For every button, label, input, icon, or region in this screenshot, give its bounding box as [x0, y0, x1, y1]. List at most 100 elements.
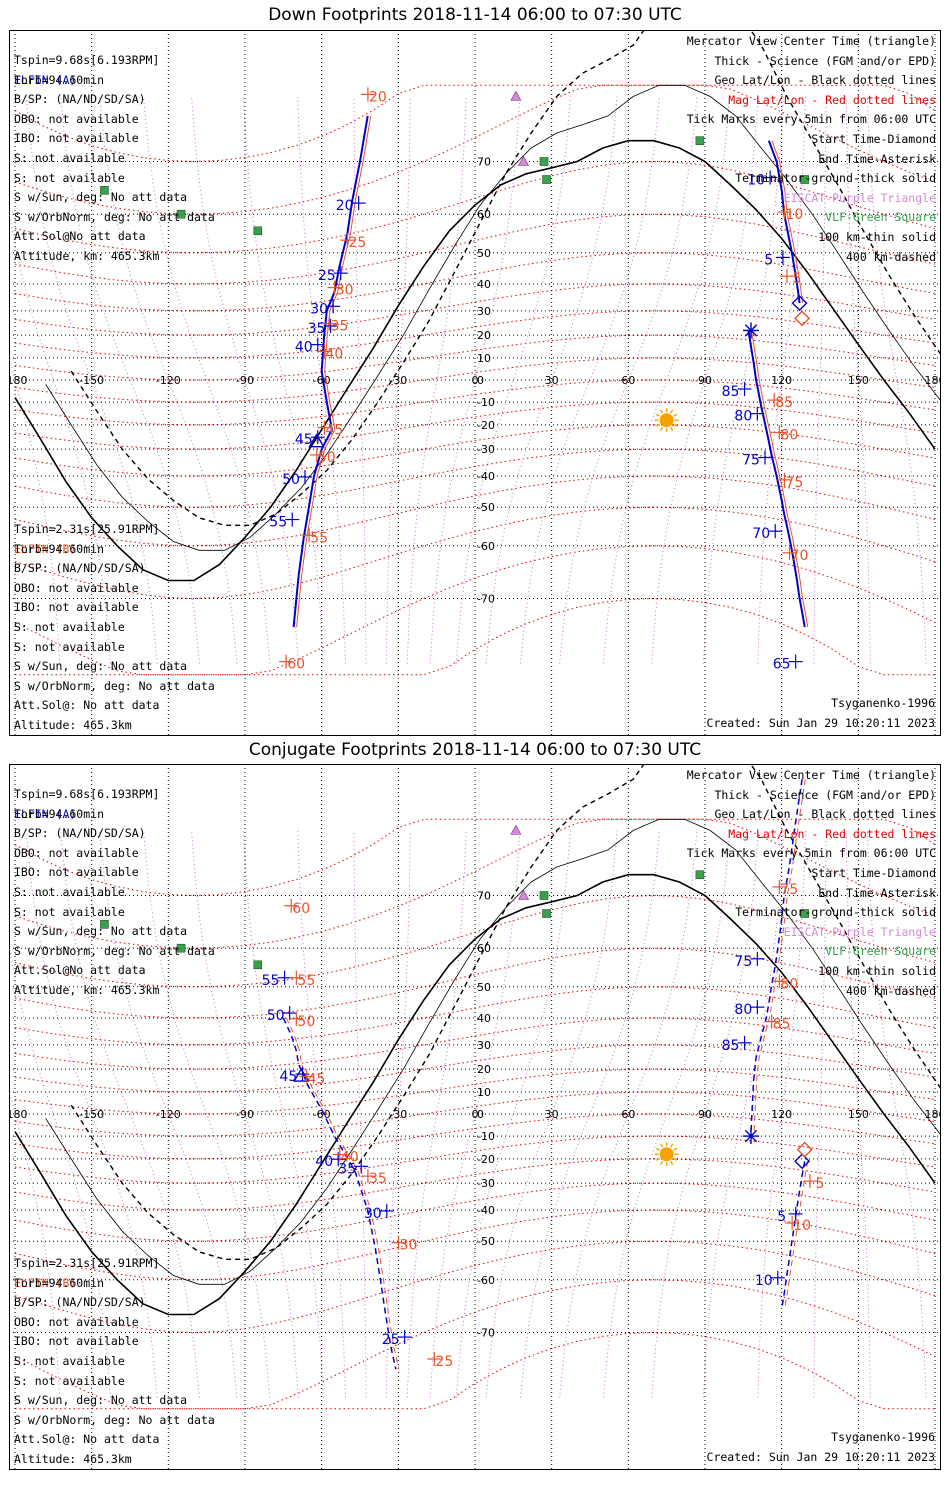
eiscat-station-triangle — [518, 889, 530, 900]
mag-lon-line — [651, 830, 759, 1398]
legend-entry: 400 km-dashed — [845, 983, 936, 998]
tick-label: 25 — [318, 268, 336, 284]
lon-tick-label: 120 — [771, 374, 792, 387]
tick-label: 35 — [369, 1171, 387, 1187]
terminator-100km — [45, 84, 941, 551]
elfin-b-details: Tspin=2.31s[25.91RPM] Torb=94.60min B/SP: … — [14, 1254, 215, 1470]
mag-lon-line — [242, 96, 324, 664]
lat-tick-label: -20 — [477, 419, 495, 432]
legend-entry: Start Time-Diamond — [811, 865, 936, 880]
elfin-b-name: ELFIN (B) — [14, 1276, 77, 1291]
tick-label: 25 — [382, 1332, 400, 1348]
lon-tick-label: -180 — [9, 374, 27, 387]
mag-lat-line — [14, 1113, 936, 1160]
info-line: Torb=94.60min — [14, 806, 105, 821]
tick-label: 40 — [341, 1150, 359, 1166]
info-line: S w/Sun, deg: No att data — [14, 1393, 188, 1408]
tick-label: 70 — [791, 548, 809, 564]
tick-label: 55 — [269, 515, 287, 531]
info-line: OBO: not available — [14, 111, 139, 126]
tick-label: 75 — [742, 453, 760, 469]
legend-entry: EISCAT-Purple Triangle — [783, 190, 936, 205]
orbit-track — [282, 1017, 397, 1370]
lon-tick-label: -120 — [156, 1108, 181, 1121]
tick-label: 35 — [338, 1161, 356, 1177]
info-line: Att.Sol@No att data — [14, 229, 146, 244]
mag-lon-line — [353, 830, 367, 1398]
tick-label: 50 — [297, 1014, 315, 1030]
sun-ray — [655, 413, 661, 417]
lon-tick-label: 30 — [545, 1108, 559, 1121]
info-line: S w/Sun, deg: No att data — [14, 190, 188, 205]
tick-label: 5 — [777, 1209, 786, 1225]
legend-entry: Mercator View Center Time (triangle) — [686, 768, 936, 782]
model-label: Tsyganenko-1996 — [831, 1430, 935, 1444]
tick-label: 30 — [400, 1238, 418, 1254]
mag-lon-line — [702, 830, 784, 1398]
map-canvas: 706050403020100-10-20-30-40-50-60-70-180… — [9, 764, 941, 1470]
tick-label: 45 — [326, 423, 344, 439]
info-line: Altitude: 465.3km — [14, 1451, 132, 1466]
orbit-track-b — [771, 140, 804, 304]
tick-label: 5 — [816, 1176, 825, 1192]
tick-label: 75 — [786, 475, 804, 491]
lat-tick-label: 20 — [477, 1063, 491, 1076]
info-line: IBO: not available — [14, 1334, 139, 1349]
vlf-station-square — [800, 175, 809, 184]
start-time-diamond — [796, 1141, 813, 1158]
legend-entry: VLF-Green Square — [825, 944, 936, 959]
vlf-station-square — [100, 920, 109, 929]
lat-tick-label: -50 — [477, 501, 495, 514]
legend-entry: Mercator View Center Time (triangle) — [686, 34, 936, 48]
mag-lat-line — [14, 310, 936, 359]
lat-tick-label: -30 — [477, 443, 495, 456]
created-label: Created: Sun Jan 29 10:20:11 2023 — [706, 1450, 935, 1464]
elfin-a-details: Tspin=9.68s[6.193RPM] Torb=94.60min B/SP: … — [14, 51, 215, 267]
info-line: Altitude, km: 465.3km — [14, 982, 160, 997]
mag-lon-line — [191, 96, 299, 664]
tick-label: 65 — [773, 657, 791, 673]
lat-tick-label: -10 — [477, 1130, 495, 1143]
sun-icon — [659, 413, 674, 428]
sun-ray — [670, 1143, 674, 1148]
sun-ray — [673, 423, 678, 427]
lat-tick-label: -40 — [477, 470, 495, 483]
info-line: OBO: not available — [14, 1314, 139, 1329]
legend-entry: End Time-Asterisk — [818, 151, 936, 166]
orbit-track-b — [296, 115, 372, 628]
info-line: Tspin=9.68s[6.193RPM] — [14, 53, 160, 67]
orbit-track-b — [751, 330, 809, 628]
sun-ray — [655, 423, 661, 427]
mag-lon-line — [142, 96, 271, 664]
lat-tick-label: 50 — [477, 981, 491, 994]
legend-entry: Geo Lat/Lon - Black dotted lines — [714, 73, 936, 88]
tick-label: 5 — [793, 271, 802, 287]
tick-label: 55 — [297, 973, 315, 989]
sun-ray — [673, 1157, 678, 1161]
info-line: IBO: not available — [14, 131, 139, 146]
info-line: S: not available — [14, 1353, 125, 1368]
eiscat-station-triangle — [510, 90, 522, 101]
info-line: Att.Sol@: No att data — [14, 1432, 160, 1447]
tick-label: 10 — [755, 1273, 773, 1289]
lat-tick-label: 30 — [477, 1039, 491, 1052]
elfin-a-name: ELFIN (A) — [14, 73, 77, 88]
orbit-track — [747, 330, 806, 628]
sun-ray — [655, 1147, 661, 1151]
center-time-triangle — [308, 433, 325, 448]
info-line: Tspin=2.31s[25.91RPM] — [14, 522, 160, 536]
lon-tick-label: -180 — [9, 1108, 27, 1121]
mag-lon-line — [25, 830, 158, 1398]
mag-lat-line — [14, 1240, 936, 1334]
mag-lon-line — [142, 830, 271, 1398]
mag-lat-line — [14, 84, 936, 163]
mag-lon-line — [602, 96, 731, 664]
lon-tick-label: 180 — [925, 1108, 942, 1121]
tick-label: 55 — [262, 973, 280, 989]
info-line: Altitude, km: 465.3km — [14, 248, 160, 263]
mag-lat-line — [14, 357, 936, 403]
lon-tick-label: 150 — [848, 1108, 869, 1121]
vlf-station-square — [100, 186, 109, 195]
lat-tick-label: -10 — [477, 396, 495, 409]
orbit-track-b — [753, 779, 806, 1132]
